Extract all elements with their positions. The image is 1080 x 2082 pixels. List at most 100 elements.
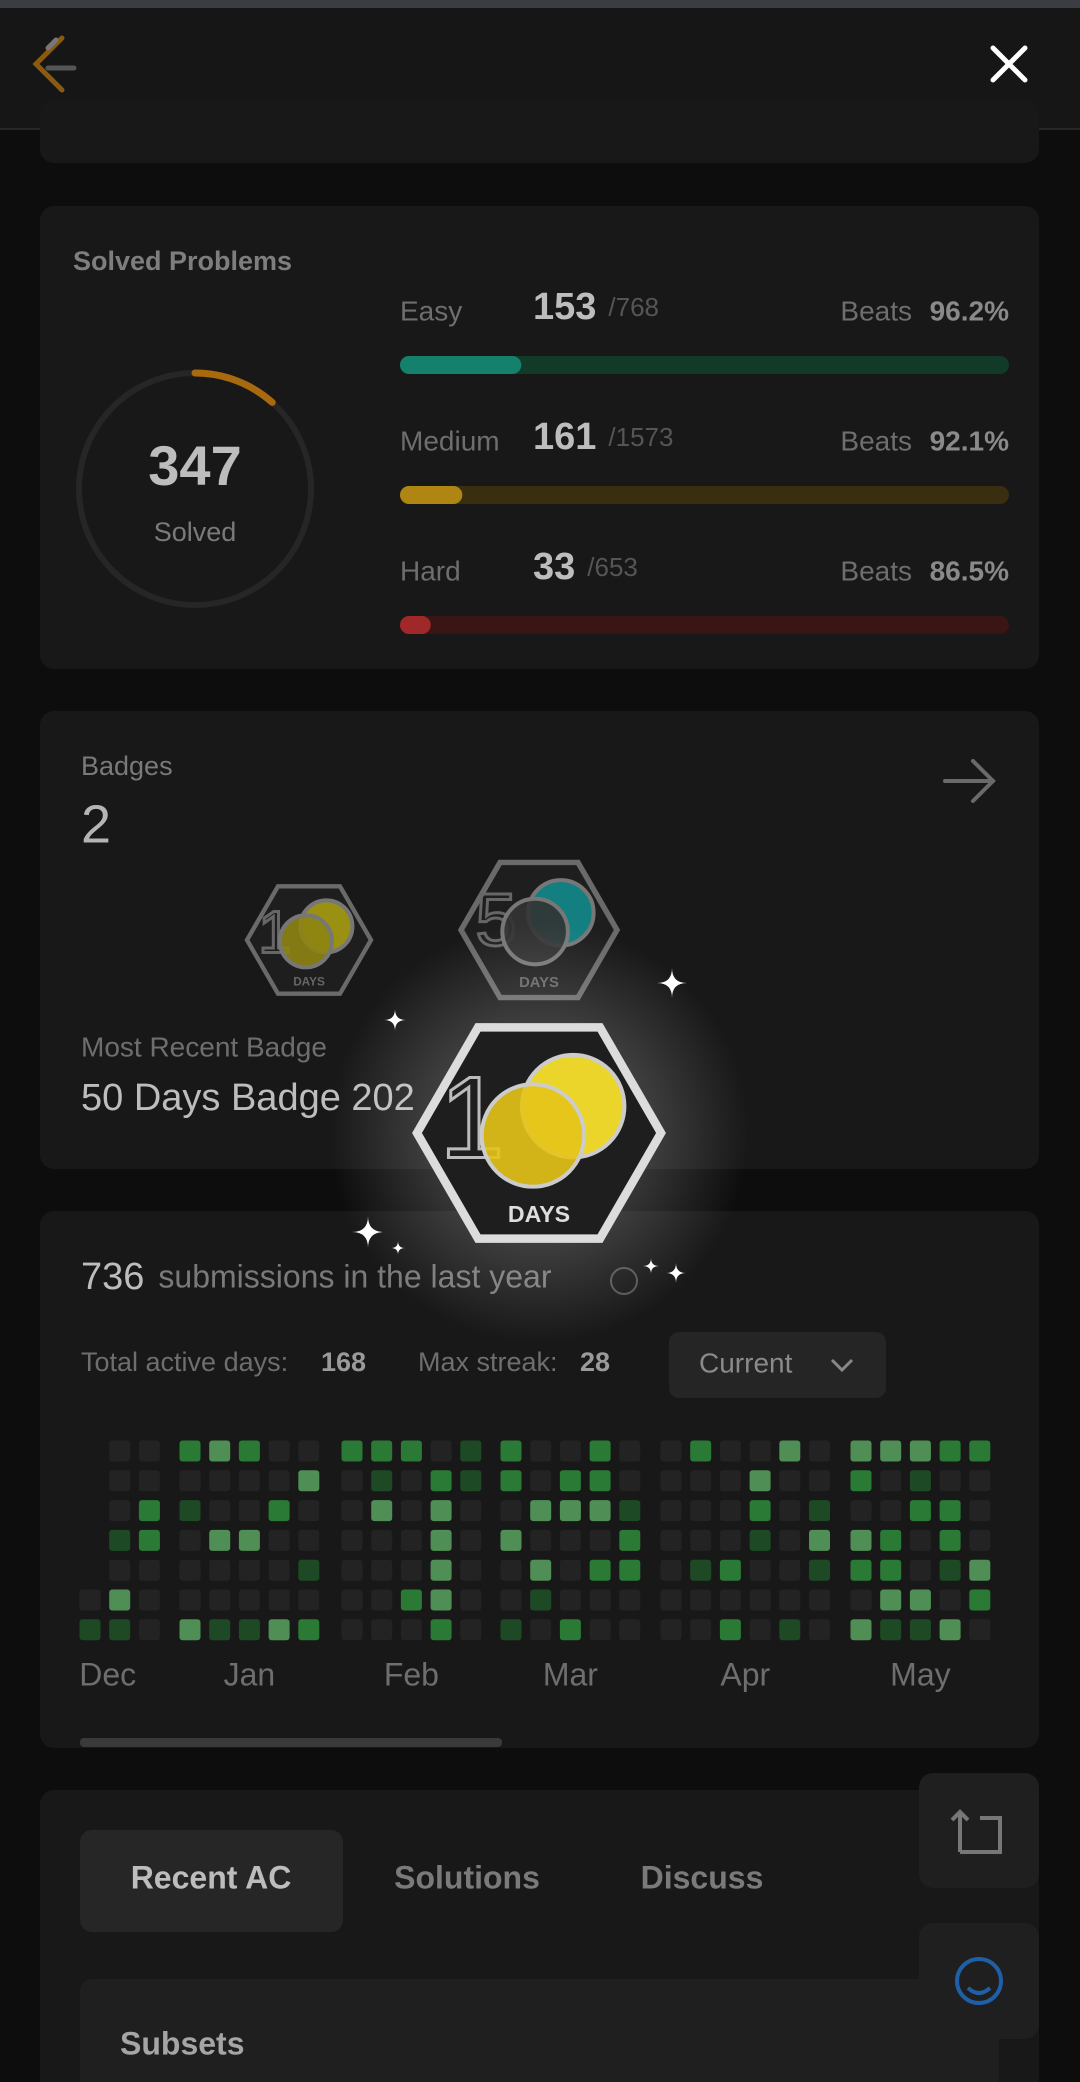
- active-days: 168: [321, 1347, 366, 1377]
- heat-cell: [939, 1470, 961, 1492]
- heat-cell: [500, 1529, 522, 1551]
- badges-count: 2: [81, 794, 111, 854]
- bar-track: [400, 486, 1009, 504]
- badge-caption: DAYS: [293, 975, 325, 988]
- ring-arc: [191, 369, 276, 406]
- chat-icon: [955, 1957, 1003, 2005]
- heat-cell: [909, 1619, 931, 1641]
- solved-total: 347: [148, 434, 241, 497]
- heat-cell: [530, 1440, 552, 1462]
- heat-cell: [939, 1559, 961, 1581]
- heat-cell: [530, 1470, 552, 1492]
- heat-cell: [589, 1500, 611, 1522]
- heat-cell: [719, 1529, 741, 1551]
- heat-cell: [460, 1529, 482, 1551]
- heat-cell: [341, 1470, 363, 1492]
- heat-cell: [690, 1619, 712, 1641]
- bar-fill: [400, 616, 431, 634]
- badges-arrow[interactable]: [943, 759, 996, 803]
- heat-cell: [779, 1529, 801, 1551]
- heat-cell: [138, 1529, 160, 1551]
- heat-cell: [460, 1440, 482, 1462]
- heat-cell: [660, 1470, 682, 1492]
- logo[interactable]: [32, 35, 77, 93]
- heat-cell: [341, 1529, 363, 1551]
- heat-cell: [138, 1470, 160, 1492]
- heat-cell: [909, 1440, 931, 1462]
- heat-cell: [749, 1619, 771, 1641]
- heat-cell: [500, 1500, 522, 1522]
- heat-cell: [719, 1470, 741, 1492]
- heat-cell: [559, 1440, 581, 1462]
- tab[interactable]: Recent AC: [131, 1859, 292, 1895]
- heat-cell: [530, 1619, 552, 1641]
- dropdown[interactable]: [669, 1332, 886, 1398]
- heat-cell: [969, 1589, 991, 1611]
- heat-cell: [238, 1589, 260, 1611]
- heat-cell: [939, 1529, 961, 1551]
- streak-label: Max streak:: [418, 1347, 558, 1377]
- heat-cell: [850, 1559, 872, 1581]
- recent-badge-label: Most Recent Badge: [81, 1031, 327, 1062]
- heat-cell: [341, 1589, 363, 1611]
- heat-cell: [400, 1440, 422, 1462]
- badge-layer: 1DAYS5DAYS1DAYS: [244, 859, 749, 1343]
- tab[interactable]: Discuss: [641, 1859, 764, 1895]
- heat-cell: [880, 1500, 902, 1522]
- heat-cell: [530, 1559, 552, 1581]
- month-label: Mar: [543, 1656, 598, 1692]
- heat-cell: [880, 1529, 902, 1551]
- heat-cell: [589, 1589, 611, 1611]
- heat-cell: [268, 1589, 290, 1611]
- level-total: /768: [608, 292, 659, 322]
- heat-cell: [850, 1500, 872, 1522]
- status-strip: [0, 0, 1080, 8]
- beats-value: 96.2%: [930, 295, 1009, 326]
- heat-cell: [589, 1529, 611, 1551]
- heat-cell: [298, 1589, 320, 1611]
- heat-cell: [969, 1559, 991, 1581]
- switch-icon: [950, 1809, 1002, 1854]
- heat-cell: [779, 1619, 801, 1641]
- beats-label: Beats: [840, 555, 912, 586]
- heat-cell: [809, 1440, 830, 1462]
- heat-cell: [138, 1440, 160, 1462]
- heat-cell: [719, 1559, 741, 1581]
- heat-cell: [209, 1589, 231, 1611]
- tab[interactable]: Solutions: [394, 1859, 540, 1895]
- badges-title: Badges: [81, 751, 173, 781]
- heat-cell: [619, 1619, 641, 1641]
- heat-cell: [298, 1470, 320, 1492]
- heat-cell: [209, 1559, 231, 1581]
- bar-fill: [400, 356, 522, 374]
- heat-cell: [430, 1470, 452, 1492]
- close-button[interactable]: [990, 45, 1028, 83]
- heat-cell: [500, 1470, 522, 1492]
- sparkle: [657, 968, 687, 998]
- month-label: Jan: [224, 1656, 276, 1692]
- heat-cell: [460, 1500, 482, 1522]
- chat-button[interactable]: [919, 1923, 1039, 2039]
- sparkle: [384, 1009, 406, 1031]
- heat-cell: [238, 1529, 260, 1551]
- heat-cell: [909, 1589, 931, 1611]
- heat-cell: [371, 1529, 393, 1551]
- switch-button[interactable]: [919, 1773, 1039, 1888]
- heat-cell: [138, 1589, 160, 1611]
- heat-cell: [779, 1500, 801, 1522]
- beats-label: Beats: [840, 295, 912, 326]
- recent-item[interactable]: Subsets: [120, 2025, 244, 2061]
- heat-cell: [268, 1440, 290, 1462]
- heat-cell: [179, 1500, 201, 1522]
- heat-cell: [138, 1619, 160, 1641]
- heat-cell: [371, 1559, 393, 1581]
- sparkle: [643, 1258, 659, 1274]
- heat-cell: [341, 1559, 363, 1581]
- heat-cell: [909, 1500, 931, 1522]
- heat-cell: [500, 1559, 522, 1581]
- heat-cell: [268, 1559, 290, 1581]
- heat-cell: [138, 1559, 160, 1581]
- bar-track: [400, 356, 1009, 374]
- heat-cell: [209, 1440, 231, 1462]
- heat-cell: [371, 1470, 393, 1492]
